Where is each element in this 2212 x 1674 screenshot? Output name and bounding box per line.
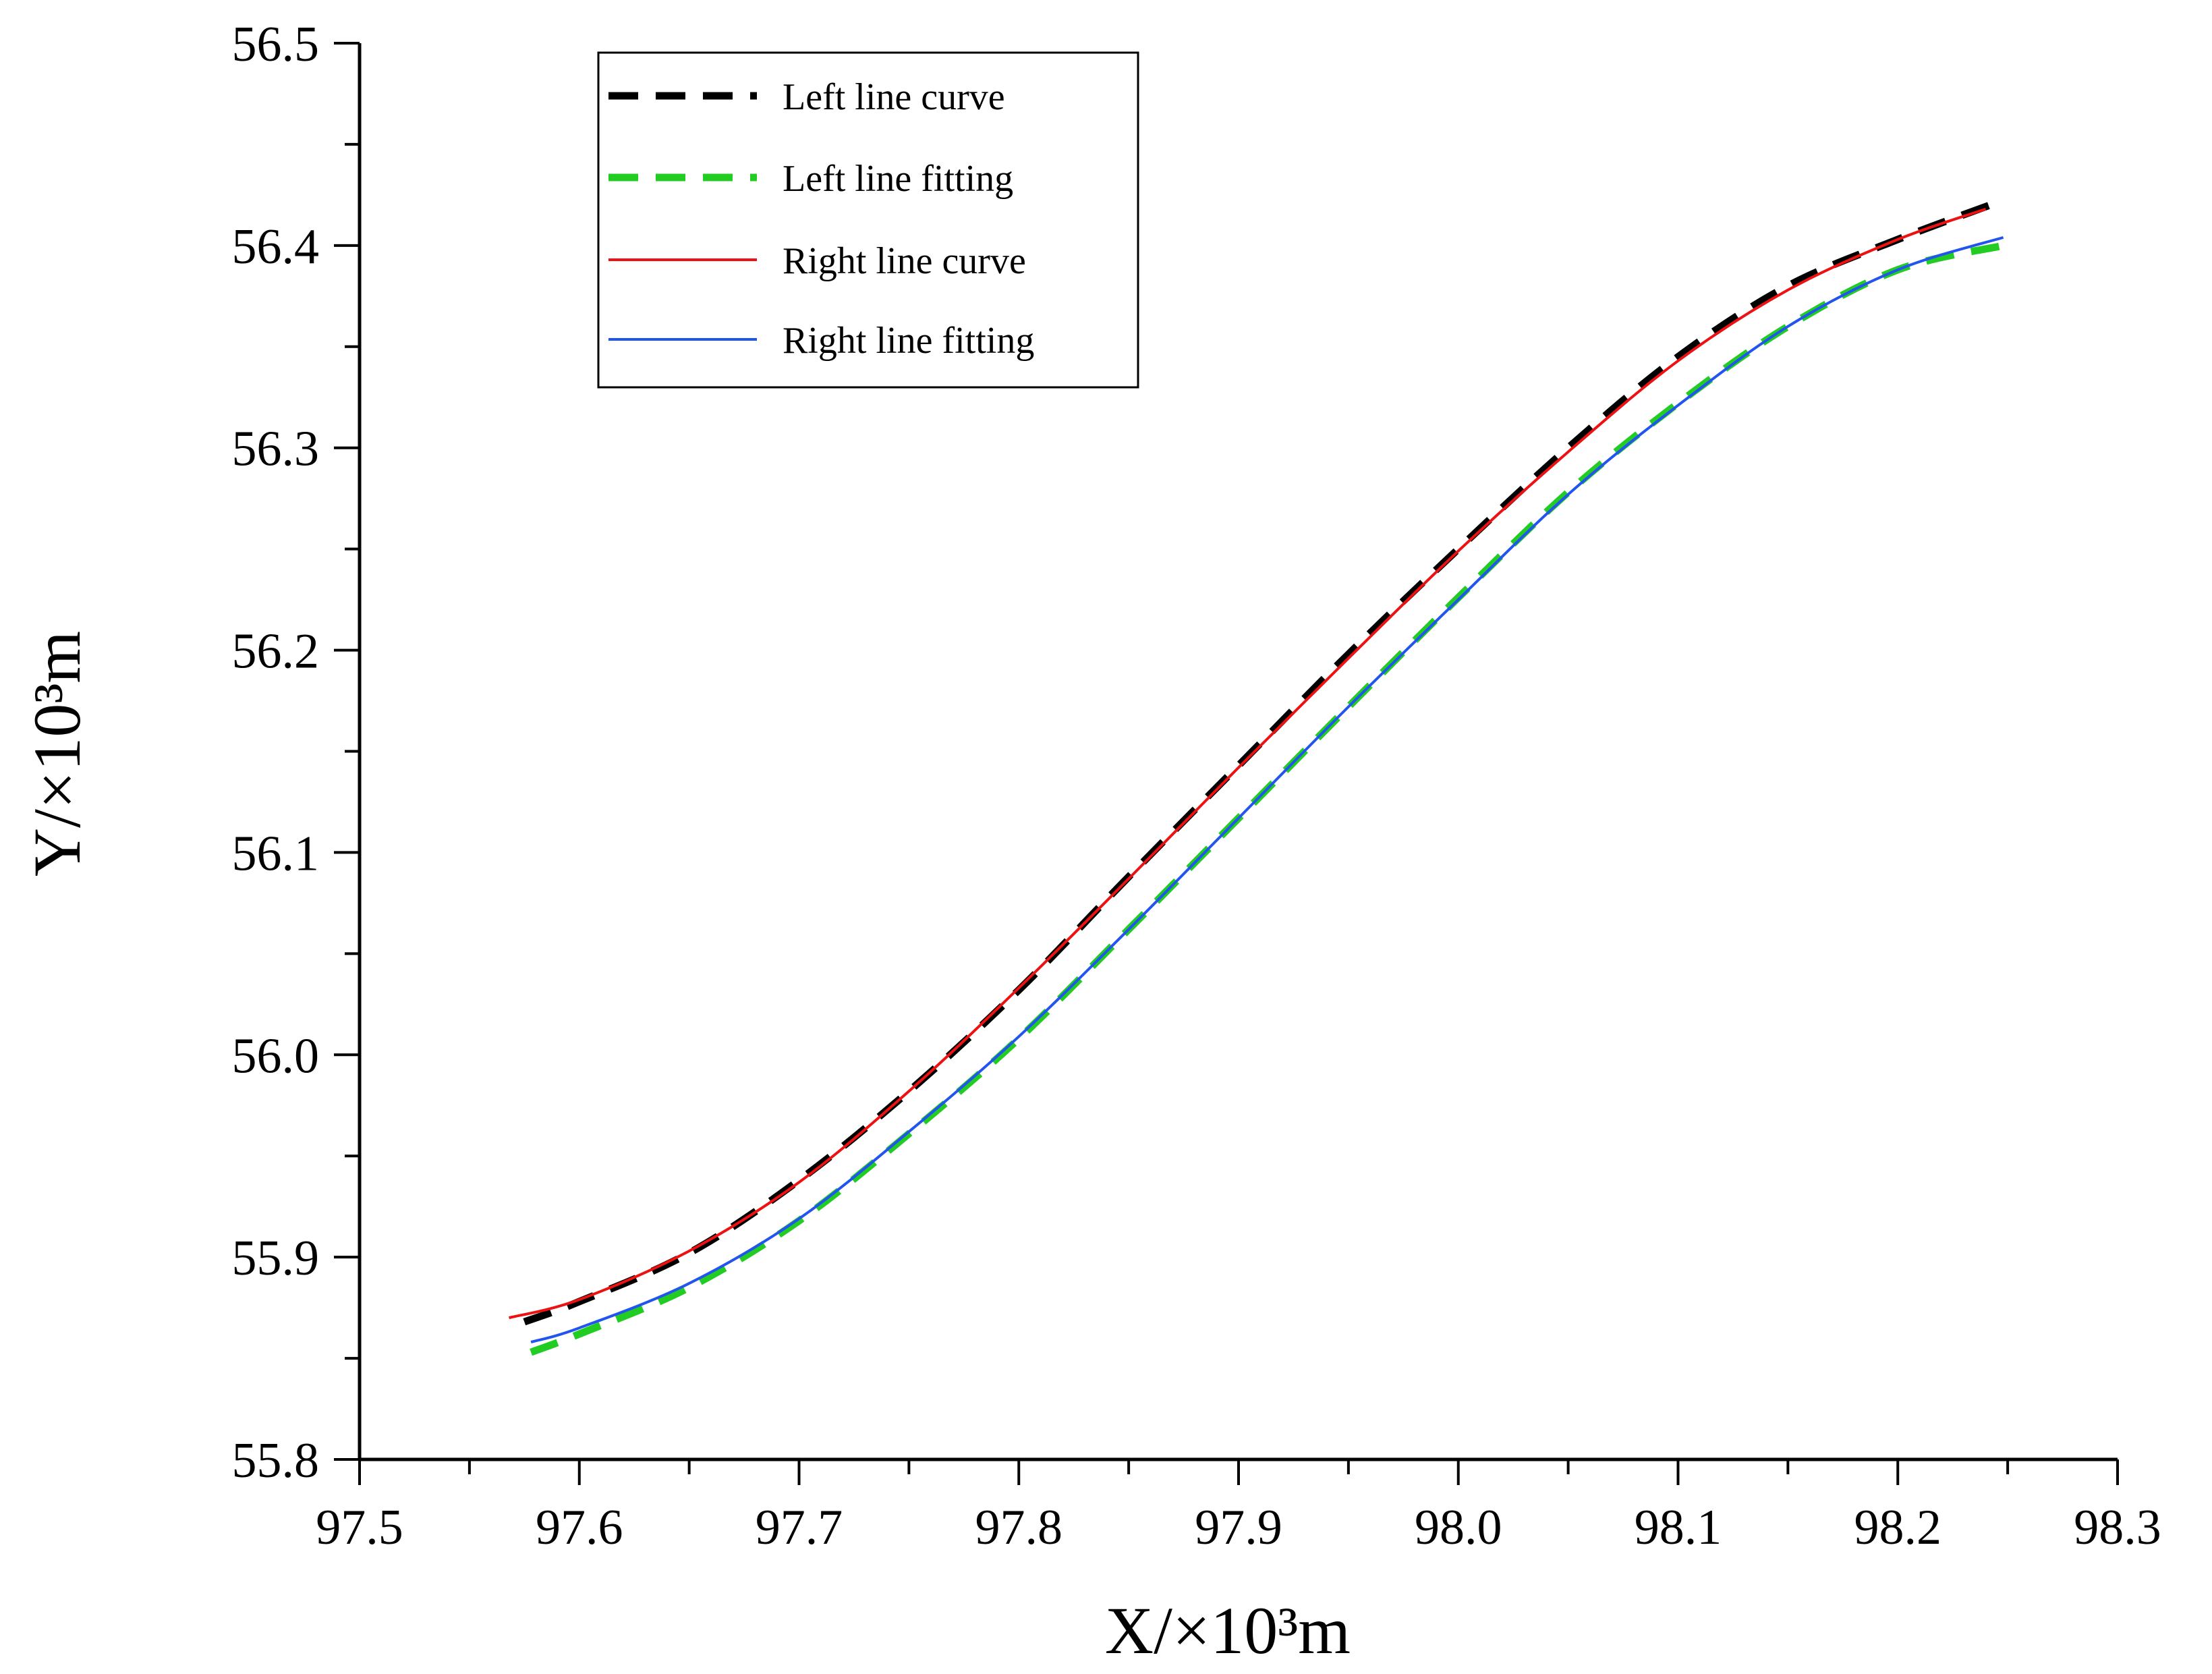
y-tick-label: 56.4: [232, 219, 320, 275]
legend: Left line curve Left line fitting Right li…: [597, 51, 1139, 389]
x-tick-label: 97.7: [756, 1500, 843, 1555]
legend-box: [597, 51, 1139, 389]
legend-label: Left line fitting: [783, 158, 1013, 200]
legend-label: Right line fitting: [783, 320, 1034, 362]
x-tick-label: 97.8: [975, 1500, 1063, 1555]
series-line-left-line-curve: [523, 201, 1992, 1326]
y-tick-label: 56.1: [232, 826, 320, 881]
legend-label: Right line curve: [783, 240, 1026, 282]
x-axis-title: X/×10³m: [1105, 1593, 1351, 1668]
ticks: 97.5 97.6 97.7 97.8 97.9 98.0 98.1 98.2 98.3 55.8…: [232, 17, 2161, 1555]
x-tick-label: 98.2: [1854, 1500, 1942, 1555]
legend-label: Left line curve: [783, 76, 1005, 118]
x-tick-label: 97.6: [536, 1500, 623, 1555]
x-tick-label: 97.5: [316, 1500, 403, 1555]
series-line-right-line-curve: [508, 208, 1987, 1320]
x-tick-label: 98.0: [1415, 1500, 1502, 1555]
y-axis-title: Y/×10³m: [20, 631, 94, 876]
series-lines: [508, 201, 2004, 1356]
y-tick-label: 56.0: [232, 1028, 320, 1084]
y-tick-label: 56.3: [232, 422, 320, 477]
y-tick-label: 55.8: [232, 1433, 320, 1488]
x-tick-label: 98.3: [2074, 1500, 2161, 1555]
x-tick-label: 98.1: [1635, 1500, 1722, 1555]
y-tick-label: 56.5: [232, 17, 320, 72]
y-tick-label: 56.2: [232, 624, 320, 679]
series-line-right-line-fitting: [530, 235, 2004, 1344]
x-tick-label: 97.9: [1195, 1500, 1282, 1555]
y-tick-label: 55.9: [232, 1231, 320, 1286]
